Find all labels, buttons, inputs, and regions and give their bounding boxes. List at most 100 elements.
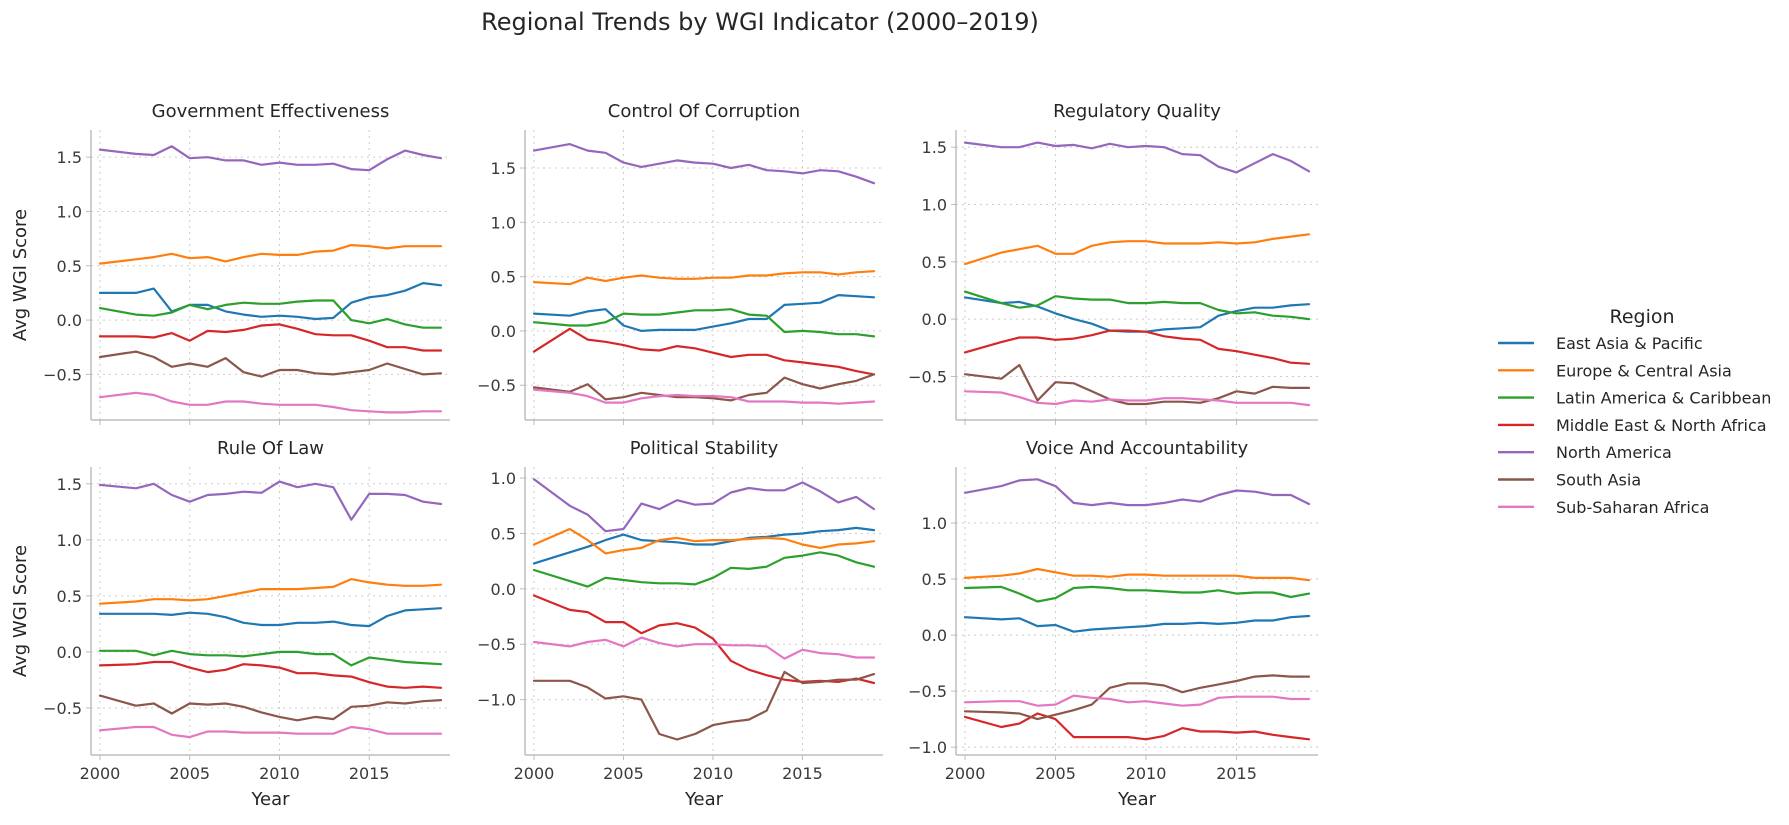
legend-item: Latin America & Caribbean bbox=[1498, 389, 1771, 408]
legend-item: East Asia & Pacific bbox=[1498, 334, 1703, 353]
x-tick-label: 2000 bbox=[945, 764, 986, 783]
series-line-1 bbox=[98, 282, 443, 321]
y-tick-label: −0.5 bbox=[477, 635, 516, 654]
series-line-2 bbox=[532, 527, 876, 555]
series-line-2 bbox=[963, 233, 1311, 266]
legend-label: Middle East & North Africa bbox=[1556, 416, 1767, 435]
y-tick-label: 1.0 bbox=[491, 213, 516, 232]
series-line-3 bbox=[532, 308, 876, 338]
legend-label: North America bbox=[1556, 443, 1672, 462]
y-tick-label: 1.5 bbox=[922, 138, 947, 157]
legend-item: Sub-Saharan Africa bbox=[1498, 498, 1709, 517]
y-tick-label: 0.0 bbox=[491, 322, 516, 341]
y-axis-label: Avg WGI Score bbox=[10, 209, 31, 341]
y-tick-label: 0.5 bbox=[922, 253, 947, 272]
y-tick-label: −1.0 bbox=[477, 691, 516, 710]
y-tick-label: 1.0 bbox=[922, 196, 947, 215]
x-tick-label: 2015 bbox=[782, 764, 823, 783]
legend-item: North America bbox=[1498, 443, 1672, 462]
y-tick-label: 0.0 bbox=[922, 626, 947, 645]
x-axis-label: Year bbox=[1117, 789, 1157, 810]
panel-title: Rule Of Law bbox=[217, 438, 324, 459]
series-line-4 bbox=[532, 327, 876, 376]
x-tick-label: 2010 bbox=[693, 764, 734, 783]
series-line-2 bbox=[98, 244, 443, 265]
y-tick-label: 0.0 bbox=[57, 311, 82, 330]
series-line-4 bbox=[963, 329, 1311, 365]
y-tick-label: 0.5 bbox=[922, 570, 947, 589]
legend-item: South Asia bbox=[1498, 471, 1641, 490]
panel-1: −0.5 0.0 0.5 1.0 1.5 Government Effectiveness… bbox=[10, 101, 450, 425]
series-line-2 bbox=[532, 270, 876, 286]
panel-2: −0.5 0.0 0.5 1.0 1.5 Control Of Corruption bbox=[477, 101, 883, 425]
series-line-7 bbox=[98, 725, 443, 739]
figure-title: Regional Trends by WGI Indicator (2000–2… bbox=[481, 8, 1039, 36]
series-line-1 bbox=[532, 526, 876, 565]
series-line-3 bbox=[963, 290, 1311, 321]
panel-6: −1.0 −0.5 0.0 0.5 1.0 2000 2005 2010 2015 Voice A… bbox=[908, 438, 1318, 810]
legend-label: East Asia & Pacific bbox=[1556, 334, 1703, 353]
panel-grid: −0.5 0.0 0.5 1.0 1.5 Government Effectiveness… bbox=[10, 101, 1318, 810]
series-line-5 bbox=[532, 478, 876, 533]
series-line-6 bbox=[963, 674, 1311, 721]
x-tick-label: 2005 bbox=[1035, 764, 1076, 783]
y-tick-label: 0.0 bbox=[491, 580, 516, 599]
series-line-7 bbox=[98, 391, 443, 414]
series-line-5 bbox=[98, 480, 443, 521]
series-line-4 bbox=[532, 594, 876, 685]
series-line-6 bbox=[98, 694, 443, 722]
x-tick-label: 2000 bbox=[514, 764, 555, 783]
series-line-4 bbox=[963, 712, 1311, 741]
series-line-3 bbox=[532, 551, 876, 588]
panel-title: Regulatory Quality bbox=[1053, 101, 1221, 122]
panel-title: Voice And Accountability bbox=[1026, 438, 1249, 459]
series-line-6 bbox=[532, 373, 876, 402]
y-tick-label: 0.5 bbox=[57, 257, 82, 276]
x-axis-label: Year bbox=[250, 789, 290, 810]
x-tick-label: 2005 bbox=[603, 764, 644, 783]
series-line-4 bbox=[98, 660, 443, 689]
series-line-2 bbox=[963, 567, 1311, 582]
panel-title: Control Of Corruption bbox=[608, 101, 800, 122]
y-tick-label: 0.5 bbox=[57, 587, 82, 606]
y-tick-label: 0.5 bbox=[491, 524, 516, 543]
y-tick-label: 1.5 bbox=[57, 148, 82, 167]
panel-3: −0.5 0.0 0.5 1.0 1.5 Regulatory Quality bbox=[908, 101, 1318, 425]
series-line-7 bbox=[963, 390, 1311, 407]
y-tick-label: −0.5 bbox=[908, 682, 947, 701]
y-tick-label: 1.0 bbox=[491, 469, 516, 488]
series-line-2 bbox=[98, 577, 443, 605]
y-tick-label: 0.0 bbox=[57, 643, 82, 662]
legend-item: Middle East & North Africa bbox=[1498, 416, 1767, 435]
y-tick-label: −0.5 bbox=[477, 376, 516, 395]
panel-title: Political Stability bbox=[630, 438, 779, 459]
series-line-1 bbox=[98, 607, 443, 628]
legend-label: South Asia bbox=[1556, 471, 1641, 490]
legend-label: Sub-Saharan Africa bbox=[1556, 498, 1709, 517]
series-line-5 bbox=[98, 145, 443, 172]
legend-items: East Asia & Pacific Europe & Central Asia… bbox=[1498, 334, 1771, 517]
legend-title: Region bbox=[1609, 306, 1674, 328]
x-axis-label: Year bbox=[684, 789, 724, 810]
y-tick-label: −1.0 bbox=[908, 738, 947, 757]
panel-title: Government Effectiveness bbox=[152, 101, 390, 122]
y-tick-label: 1.5 bbox=[491, 159, 516, 178]
series-line-5 bbox=[532, 143, 876, 185]
series-line-7 bbox=[532, 636, 876, 660]
series-line-6 bbox=[963, 363, 1311, 406]
series-line-3 bbox=[98, 649, 443, 667]
y-tick-label: 1.0 bbox=[57, 202, 82, 221]
y-tick-label: 1.0 bbox=[57, 531, 82, 550]
y-tick-label: −0.5 bbox=[43, 365, 82, 384]
legend-label: Latin America & Caribbean bbox=[1556, 389, 1771, 408]
series-line-5 bbox=[963, 141, 1311, 174]
x-tick-label: 2015 bbox=[349, 764, 390, 783]
panel-4: −0.5 0.0 0.5 1.0 1.5 2000 2005 2010 2015 Rule Of … bbox=[10, 438, 450, 810]
series-line-5 bbox=[963, 478, 1311, 507]
y-tick-label: −0.5 bbox=[43, 699, 82, 718]
series-line-3 bbox=[963, 585, 1311, 603]
series-line-6 bbox=[532, 670, 876, 741]
y-tick-label: 0.5 bbox=[491, 268, 516, 287]
y-tick-label: 0.0 bbox=[922, 310, 947, 329]
